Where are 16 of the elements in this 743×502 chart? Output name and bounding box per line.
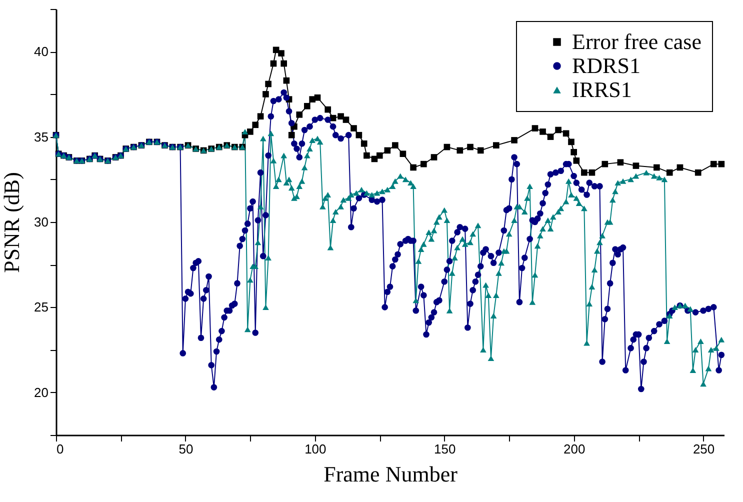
- x-tick-label: 150: [434, 442, 456, 456]
- y-tick-label: 20: [34, 384, 48, 400]
- x-tick-label: 50: [178, 442, 194, 456]
- legend-label: RDRS1: [572, 53, 640, 78]
- y-tick-label: 30: [34, 214, 48, 230]
- x-tick-label: 100: [304, 442, 326, 456]
- x-tick-label: 250: [692, 442, 715, 456]
- y-axis-title: PSNR (dB): [0, 172, 24, 273]
- legend-label: Error free case: [572, 29, 702, 54]
- y-tick-label: 25: [34, 300, 48, 315]
- y-tick-label: 40: [34, 44, 48, 60]
- y-tick-label: 35: [34, 129, 48, 144]
- x-tick-label: 200: [563, 442, 586, 456]
- x-axis-title: Frame Number: [324, 462, 458, 486]
- x-tick-label: 0: [56, 442, 64, 456]
- legend-label: IRRS1: [572, 77, 632, 102]
